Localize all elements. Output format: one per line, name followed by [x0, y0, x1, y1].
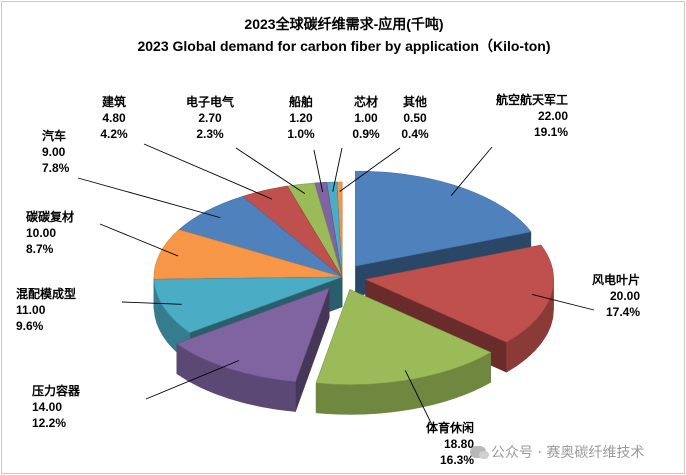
data-label: 碳碳复材 10.00 8.7%	[26, 209, 74, 256]
data-label: 风电叶片 20.00 17.4%	[592, 272, 640, 319]
chart-subtitle: 2023 Global demand for carbon fiber by a…	[137, 38, 550, 54]
slice-name-label: 建筑	[101, 94, 126, 109]
slice-percent-label: 8.7%	[26, 242, 54, 256]
slice-name-label: 船舶	[289, 94, 313, 109]
slice-top	[178, 196, 343, 278]
slice-value-label: 4.80	[102, 111, 126, 125]
slice-percent-label: 0.4%	[401, 127, 429, 141]
leader-line	[77, 177, 221, 219]
data-labels: 航空航天军工 22.00 19.1% 风电叶片 20.00 17.4% 体育休闲 18.80 1…	[16, 92, 640, 467]
chart-title: 2023全球碳纤维需求-应用(千吨)	[244, 16, 443, 32]
slice-value-label: 0.50	[403, 111, 427, 125]
slice-name-label: 碳碳复材	[26, 209, 74, 224]
wechat-icon	[470, 446, 489, 459]
leader-line	[313, 149, 324, 193]
slices-layer	[153, 170, 554, 415]
slice-name-label: 航空航天军工	[496, 92, 568, 107]
slice-value-label: 11.00	[16, 303, 46, 317]
data-label: 芯材 1.00 0.9%	[352, 94, 380, 141]
leader-line	[145, 360, 240, 400]
data-label: 体育休闲 18.80 16.3%	[426, 420, 474, 467]
leader-line	[532, 293, 595, 311]
pie-slice	[315, 289, 492, 415]
watermark-text: 公众号 · 赛奥碳纤维技术	[491, 445, 645, 461]
slice-percent-label: 9.6%	[16, 319, 44, 333]
slice-percent-label: 7.8%	[42, 161, 70, 175]
slice-percent-label: 4.2%	[100, 127, 128, 141]
leader-line	[450, 146, 493, 196]
data-label: 电子电气 2.70 2.3%	[186, 94, 234, 141]
leader-line	[235, 147, 306, 194]
data-label: 混配模成型 11.00 9.6%	[16, 286, 76, 333]
slice-name-label: 风电叶片	[592, 272, 640, 287]
slice-percent-label: 16.3%	[440, 453, 474, 467]
slice-percent-label: 12.2%	[32, 416, 66, 430]
data-label: 汽车 9.00 7.8%	[42, 128, 70, 175]
data-label: 压力容器 14.00 12.2%	[32, 383, 81, 430]
slice-value-label: 18.80	[444, 437, 474, 451]
leader-line	[121, 301, 182, 305]
watermark: 公众号 · 赛奥碳纤维技术	[470, 442, 644, 462]
data-label: 航空航天军工 22.00 19.1%	[496, 92, 568, 139]
slice-value-label: 10.00	[26, 226, 56, 240]
pie-slice	[176, 287, 330, 412]
slice-name-label: 电子电气	[186, 94, 234, 109]
slice-percent-label: 1.0%	[287, 127, 315, 141]
slice-percent-label: 19.1%	[534, 125, 568, 139]
slice-value-label: 14.00	[32, 400, 62, 414]
slice-value-label: 22.00	[538, 109, 568, 123]
slice-percent-label: 17.4%	[606, 305, 640, 319]
leader-lines	[77, 143, 595, 430]
slice-name-label: 汽车	[42, 128, 66, 143]
slice-value-label: 9.00	[42, 145, 66, 159]
leader-line	[99, 223, 179, 257]
leader-line	[332, 147, 343, 192]
slice-top	[176, 287, 330, 382]
slice-percent-label: 0.9%	[352, 127, 380, 141]
slice-top	[153, 229, 343, 280]
slice-top	[355, 170, 532, 267]
slice-percent-label: 2.3%	[196, 127, 224, 141]
slice-name-label: 体育休闲	[426, 420, 474, 435]
leader-line	[143, 143, 273, 200]
slice-value-label: 1.00	[354, 111, 378, 125]
slice-value-label: 2.70	[198, 111, 222, 125]
data-label: 其他 0.50 0.4%	[401, 94, 429, 141]
slice-name-label: 混配模成型	[16, 286, 76, 301]
leader-line	[404, 370, 435, 430]
slice-name-label: 其他	[403, 94, 427, 109]
slice-name-label: 压力容器	[32, 383, 81, 398]
slice-top	[364, 244, 554, 343]
data-label: 建筑 4.80 4.2%	[100, 94, 128, 141]
leader-line	[339, 147, 401, 192]
slice-value-label: 1.20	[289, 111, 313, 125]
data-label: 船舶 1.20 1.0%	[287, 94, 315, 141]
slice-value-label: 20.00	[610, 289, 640, 303]
slice-name-label: 芯材	[354, 94, 378, 109]
slice-top	[315, 289, 492, 385]
slice-top	[153, 276, 343, 333]
